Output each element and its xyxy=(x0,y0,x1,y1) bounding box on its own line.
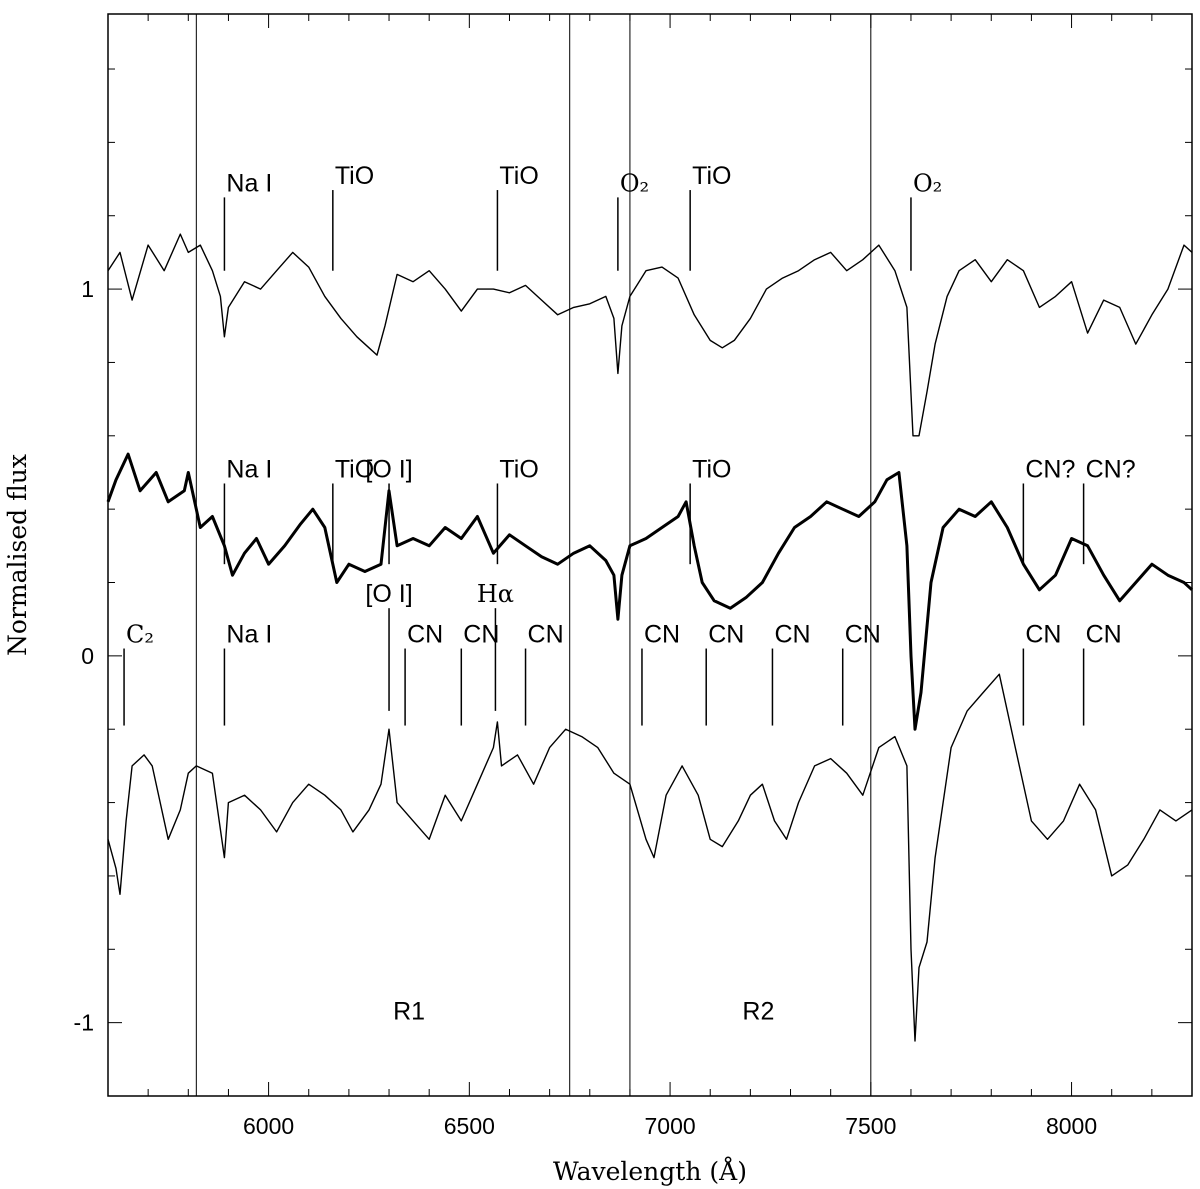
x-tick-label-0: 6000 xyxy=(243,1113,294,1139)
annotation-label-2-6: CN xyxy=(528,621,564,649)
y-tick-label-1: 0 xyxy=(81,643,94,669)
annotation-label-1-2: [O I] xyxy=(365,455,412,483)
x-axis-title: Wavelength (Å) xyxy=(553,1156,747,1186)
annotation-label-2-7: CN xyxy=(644,621,680,649)
annotation-label-2-11: CN xyxy=(1025,621,1061,649)
annotation-label-2-4: CN xyxy=(463,621,499,649)
spectra-series xyxy=(106,233,1194,1042)
plot-frame xyxy=(107,13,1193,1097)
region-lines xyxy=(195,14,872,1096)
x-axis-ticks: 6000 6500 7000 7500 8000 xyxy=(107,14,1193,1139)
annotation-label-0-4: TiO xyxy=(692,162,731,190)
y-tick-label-0: 1 xyxy=(81,276,94,302)
x-tick-label-2: 7000 xyxy=(644,1113,695,1139)
annotation-label-2-5: Hα xyxy=(477,580,514,608)
annotation-label-1-3: TiO xyxy=(499,455,538,483)
annotation-label-0-3: O₂ xyxy=(620,169,649,197)
x-tick-label-4: 8000 xyxy=(1046,1113,1097,1139)
region-labels: R1 R2 xyxy=(393,998,774,1026)
annotation-label-2-10: CN xyxy=(845,621,881,649)
y-tick-label-2: -1 xyxy=(74,1010,94,1036)
region-label-1: R2 xyxy=(742,998,774,1026)
y-axis-ticks: 1 0 -1 xyxy=(74,68,1192,1097)
annotation-label-2-12: CN xyxy=(1086,621,1122,649)
x-tick-label-1: 6500 xyxy=(444,1113,495,1139)
annotation-label-2-3: CN xyxy=(407,621,443,649)
annotation-label-2-1: Na I xyxy=(226,621,272,649)
region-label-0: R1 xyxy=(393,998,425,1026)
annotation-label-1-4: TiO xyxy=(692,455,731,483)
annotation-label-0-0: Na I xyxy=(226,169,272,197)
spectrum-series-2 xyxy=(107,673,1193,1042)
annotation-label-2-2: [O I] xyxy=(365,580,412,608)
annotation-label-1-6: CN? xyxy=(1086,455,1136,483)
annotation-label-1-0: Na I xyxy=(226,455,272,483)
y-axis-title: Normalised flux xyxy=(3,454,32,656)
annotation-label-0-1: TiO xyxy=(335,162,374,190)
spectrum-series-1 xyxy=(106,452,1194,731)
annotation-label-0-2: TiO xyxy=(499,162,538,190)
x-tick-label-3: 7500 xyxy=(845,1113,896,1139)
annotation-label-1-5: CN? xyxy=(1025,455,1075,483)
spectrum-series-0 xyxy=(107,233,1193,437)
annotation-label-0-5: O₂ xyxy=(913,169,942,197)
annotation-label-2-0: C₂ xyxy=(126,621,154,649)
annotation-label-2-9: CN xyxy=(774,621,810,649)
annotation-label-2-8: CN xyxy=(708,621,744,649)
annotation-label-1-1: TiO xyxy=(335,455,374,483)
